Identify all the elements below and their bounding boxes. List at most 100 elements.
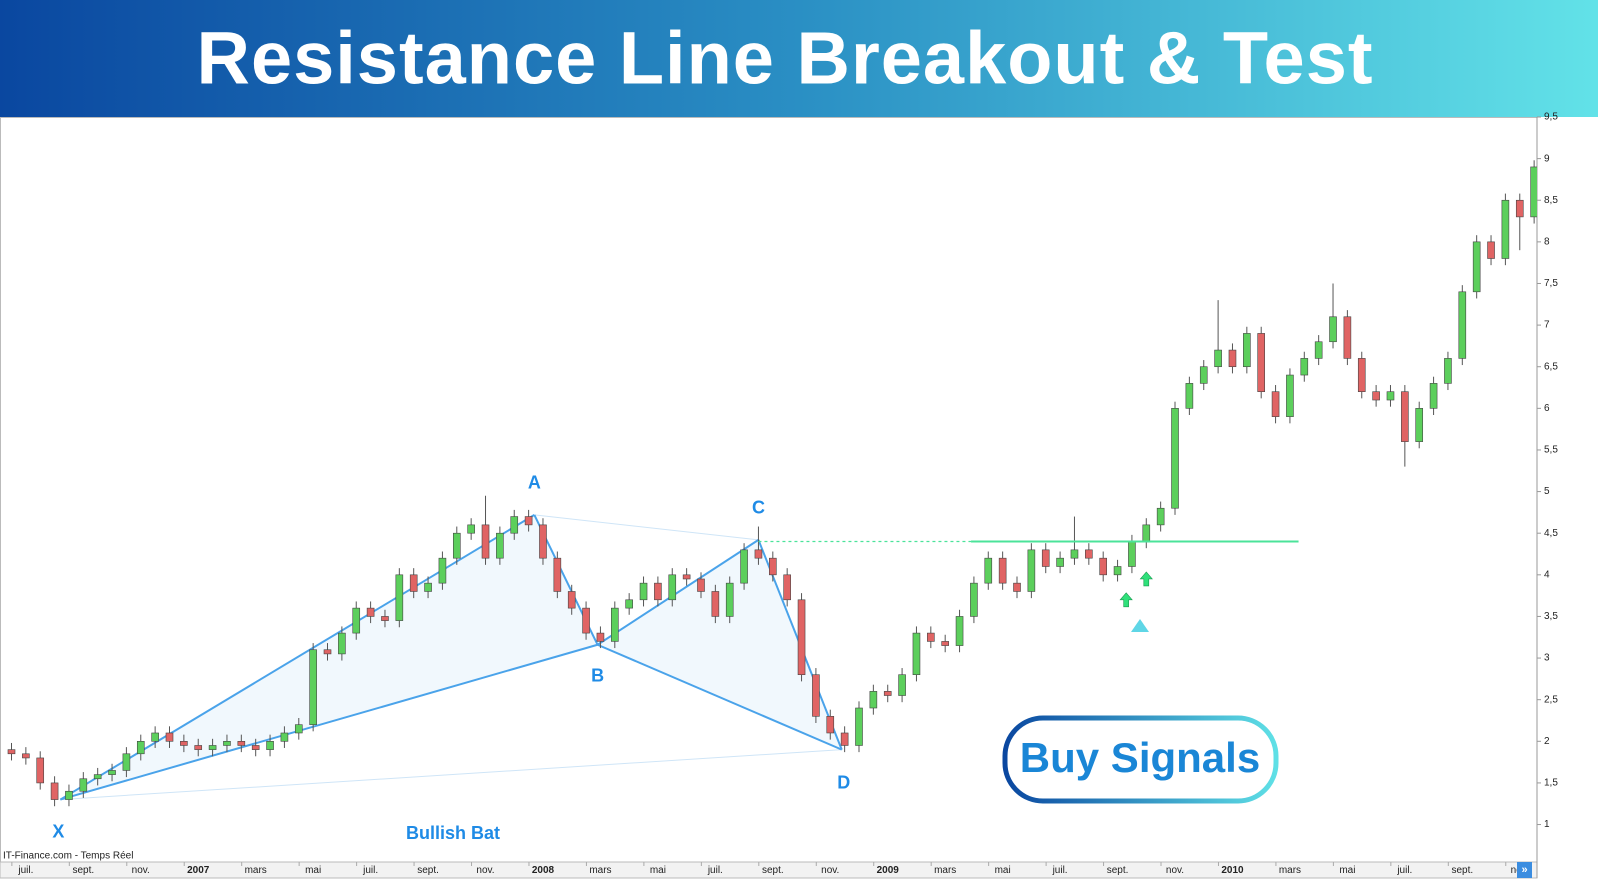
- callout-text: Buy Signals: [1020, 734, 1260, 781]
- candle-body: [826, 716, 835, 734]
- pattern-leg: [597, 539, 759, 646]
- candle-body: [1343, 316, 1352, 359]
- candle-body: [1515, 199, 1524, 218]
- candle-body: [294, 724, 303, 734]
- candle-body: [1286, 374, 1294, 417]
- x-tick-label: sept.: [1107, 865, 1129, 876]
- candle-body: [1329, 316, 1337, 343]
- candle-body: [1444, 358, 1452, 384]
- candle-body: [1271, 391, 1280, 417]
- y-tick-label: 6,5: [1544, 361, 1558, 372]
- x-tick-label: sept.: [762, 865, 784, 876]
- candle-body: [1257, 333, 1266, 392]
- candle-body: [1185, 383, 1194, 409]
- candle-body: [280, 732, 289, 742]
- candle-body: [869, 691, 878, 709]
- scroll-button[interactable]: [1517, 862, 1532, 878]
- candle-body: [108, 770, 116, 775]
- candle-body: [524, 516, 533, 526]
- pattern-guide: [534, 514, 759, 541]
- candle-body: [438, 557, 447, 584]
- candle-body: [855, 707, 863, 746]
- header: [0, 0, 1598, 117]
- x-tick-label: 2008: [532, 865, 555, 876]
- candle-body: [927, 632, 935, 642]
- x-tick-label: 2010: [1221, 865, 1244, 876]
- y-tick-label: 2: [1544, 736, 1550, 747]
- x-tick-label: mai: [650, 865, 666, 876]
- candle-body: [424, 582, 432, 592]
- pattern-name: Bullish Bat: [406, 823, 500, 843]
- candle-body: [1487, 241, 1495, 259]
- pattern-leg: [60, 643, 598, 801]
- candle-body: [266, 741, 274, 750]
- y-tick-label: 3: [1544, 653, 1550, 664]
- x-tick-label: sept.: [72, 865, 94, 876]
- candle-body: [883, 691, 892, 696]
- candle-body: [682, 574, 691, 580]
- candle-body: [395, 574, 404, 621]
- candle-body: [1199, 366, 1208, 384]
- candle-body: [65, 790, 73, 800]
- y-tick-label: 4,5: [1544, 528, 1558, 539]
- candle-body: [639, 582, 648, 601]
- x-tick-label: mai: [995, 865, 1011, 876]
- scroll-icon[interactable]: »: [1521, 864, 1527, 876]
- pattern-point-label: B: [591, 665, 604, 685]
- candle-body: [840, 732, 849, 746]
- x-tick-label: nov.: [821, 865, 839, 876]
- y-tick-label: 1,5: [1544, 778, 1558, 789]
- y-tick-label: 8,5: [1544, 195, 1558, 206]
- candle-body: [1113, 566, 1122, 576]
- candle-body: [1243, 333, 1251, 368]
- candle-body: [1401, 391, 1409, 442]
- x-tick-label: 2007: [187, 865, 210, 876]
- candle-body: [1386, 391, 1395, 401]
- candle-body: [50, 782, 59, 800]
- y-tick-label: 8: [1544, 237, 1550, 248]
- candle-body: [1056, 557, 1064, 567]
- x-tick-label: nov.: [132, 865, 150, 876]
- y-tick-label: 5: [1544, 486, 1550, 497]
- candle-body: [783, 574, 791, 601]
- candle-body: [582, 607, 590, 634]
- candle-body: [1501, 199, 1510, 259]
- candle-body: [251, 745, 260, 750]
- candle-body: [223, 741, 231, 746]
- candle-body: [452, 532, 461, 559]
- buy-arrow: [1139, 571, 1153, 587]
- candle-body: [237, 741, 246, 746]
- candle-body: [1214, 349, 1222, 368]
- pattern-guide: [60, 749, 842, 801]
- candle-body: [754, 549, 763, 559]
- pattern-point-label: D: [837, 772, 850, 792]
- candle-body: [1171, 408, 1179, 509]
- candle-body: [898, 674, 906, 696]
- callout-arrowhead: [1131, 619, 1149, 632]
- x-tick-label: mars: [589, 865, 611, 876]
- candle-body: [1041, 549, 1050, 567]
- candle-body: [1085, 549, 1093, 559]
- x-tick-label: mars: [245, 865, 267, 876]
- x-tick-label: mai: [1339, 865, 1355, 876]
- x-tick-label: nov.: [476, 865, 494, 876]
- candle-body: [510, 516, 519, 534]
- x-tick-label: mars: [1279, 865, 1301, 876]
- candle-body: [697, 578, 705, 592]
- candle-body: [1156, 507, 1165, 526]
- candle-body: [970, 582, 978, 617]
- candle-body: [467, 524, 475, 534]
- candle-body: [711, 591, 720, 617]
- x-tick-label: nov.: [1166, 865, 1184, 876]
- pattern-point-label: C: [752, 498, 765, 518]
- pattern-point-label: X: [52, 821, 64, 841]
- x-tick-label: mars: [934, 865, 956, 876]
- y-tick-label: 7: [1544, 320, 1550, 331]
- callout-box: [1002, 715, 1279, 804]
- x-tick-label: 2009: [877, 865, 900, 876]
- pattern-fill: [60, 514, 598, 800]
- candle-body: [496, 532, 504, 559]
- pattern-point-label: A: [528, 473, 541, 493]
